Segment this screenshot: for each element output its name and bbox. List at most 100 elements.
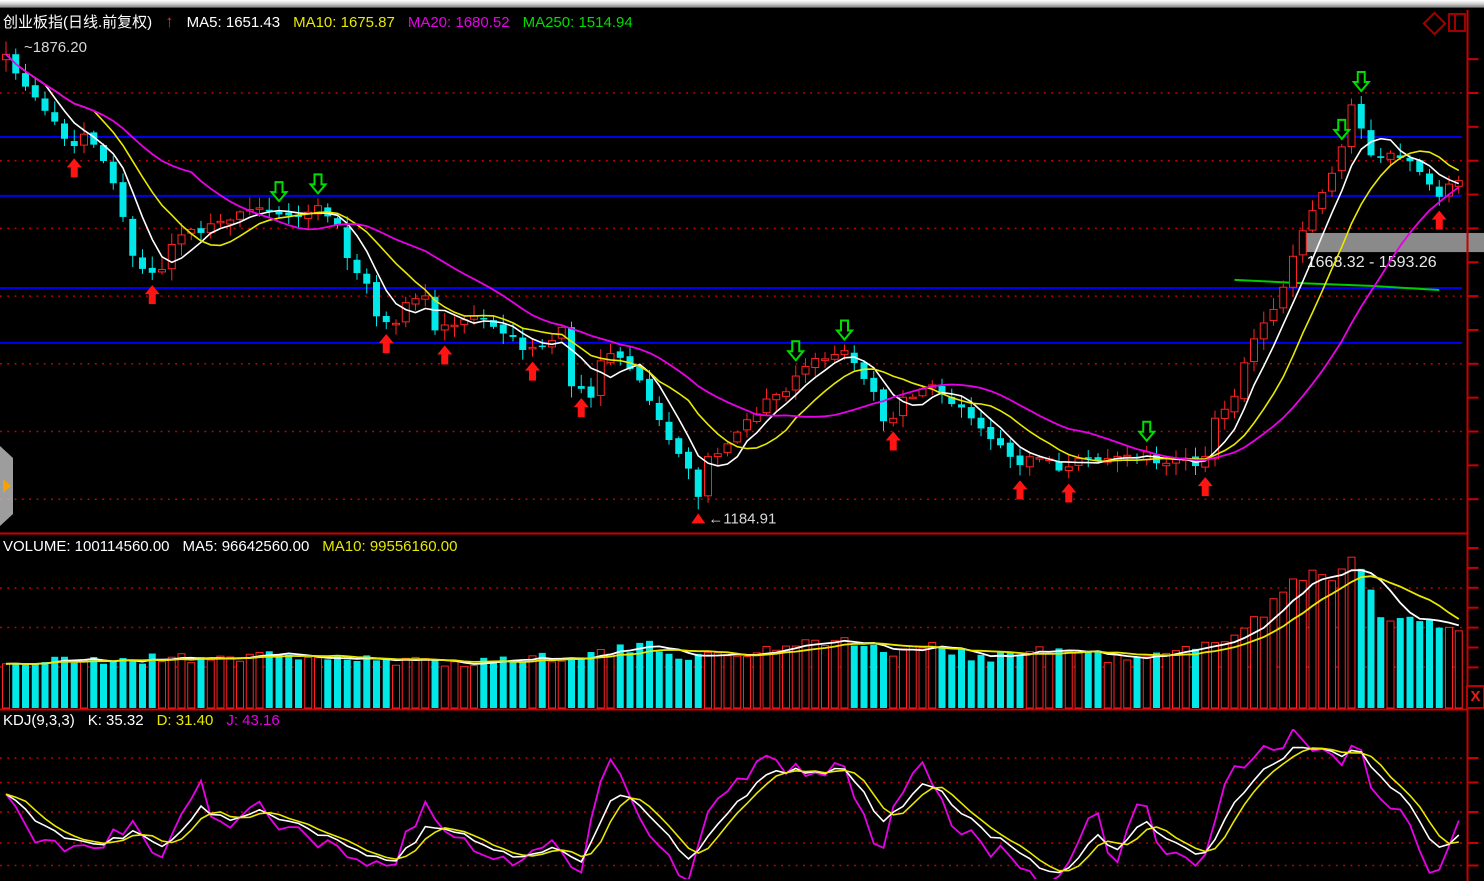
candle-body-up: [889, 417, 898, 424]
volume-bar-up: [440, 665, 449, 709]
candle-body-down: [1006, 442, 1014, 457]
volume-bar-down: [1435, 627, 1443, 708]
price-panel[interactable]: 1668.32 - 1593.26 ~1876.20 ←1184.91: [0, 39, 1484, 527]
candle-body-up: [1289, 255, 1297, 288]
volume-bar-down: [685, 659, 692, 708]
candle-body-up: [1240, 362, 1249, 400]
candle-body-up: [167, 243, 176, 270]
volume-bar-up: [889, 655, 898, 709]
sell-signal-arrow: [1137, 420, 1157, 443]
candle-body-up: [743, 419, 751, 431]
candle-body-up: [528, 346, 537, 350]
volume-bar-up: [1269, 598, 1278, 709]
candle-body-up: [216, 220, 225, 224]
candle-body-down: [1426, 173, 1433, 185]
candle-body-up: [704, 456, 712, 497]
candle-body-down: [1435, 186, 1443, 197]
sell-signal-arrow: [1351, 71, 1371, 93]
volume-bar-up: [1220, 641, 1229, 709]
volume-bar-down: [636, 642, 644, 708]
candle-body-up: [440, 324, 449, 331]
kdj-d-label: D: 31.40: [156, 712, 214, 729]
ma5-legend: MA5: 1651.43: [186, 14, 281, 31]
kdj-d-line: [5, 747, 1459, 872]
volume-bar-down: [1367, 589, 1375, 708]
volume-bar-up: [762, 645, 771, 709]
volume-bar-down: [382, 659, 390, 708]
sell-signal-arrow: [786, 340, 806, 362]
volume-bar-down: [1396, 618, 1404, 708]
candle-body-up: [226, 219, 235, 225]
volume-bar-up: [236, 660, 244, 709]
volume-bar-down: [1406, 616, 1414, 708]
volume-bar-up: [908, 645, 917, 709]
candle-body-down: [119, 182, 127, 217]
volume-bar-down: [655, 651, 663, 708]
volume-bar-down: [431, 660, 439, 708]
sidebar-expand-handle[interactable]: [0, 446, 13, 526]
candle-body-up: [1337, 146, 1346, 172]
candle-body-down: [958, 404, 965, 408]
volume-bar-down: [1426, 619, 1433, 708]
kdj-panel[interactable]: [0, 729, 1462, 881]
candle-body-down: [41, 98, 49, 111]
volume-bar-up: [1035, 646, 1044, 709]
buy-signal-arrow: [1061, 483, 1077, 503]
volume-bar-down: [90, 656, 98, 708]
volume-bar-down: [22, 665, 29, 708]
volume-bar-down: [12, 663, 20, 708]
candle-body-down: [538, 345, 546, 348]
candle-body-up: [713, 453, 722, 458]
volume-bar-down: [967, 660, 975, 708]
candle-body-down: [109, 161, 117, 184]
volume-bar-down: [997, 652, 1004, 708]
buy-signal-arrow: [1197, 477, 1213, 497]
volume-bar-down: [880, 651, 887, 708]
volume-bar-up: [314, 657, 322, 709]
volume-bar-down: [324, 659, 332, 708]
volume-bar-down: [363, 655, 371, 708]
close-indicator-button[interactable]: X: [1466, 685, 1484, 709]
volume-bar-down: [61, 656, 68, 708]
volume-bar-down: [616, 644, 624, 708]
volume-bar-down: [285, 654, 293, 708]
volume-bar-down: [109, 661, 117, 708]
candle-body-down: [265, 209, 273, 212]
split-window-icon[interactable]: [1448, 13, 1466, 32]
price-axis: [1466, 10, 1479, 881]
volume-bar-up: [743, 656, 751, 709]
volume-header: VOLUME: 100114560.00 MA5: 96642560.00 MA10…: [3, 538, 470, 555]
volume-bar-down: [139, 663, 146, 708]
candle-body-down: [363, 273, 371, 284]
volume-bar-down: [148, 653, 156, 708]
volume-panel[interactable]: [0, 556, 1463, 709]
candle-body-down: [1416, 160, 1424, 173]
candle-body-down: [636, 366, 644, 381]
candle-body-down: [382, 315, 390, 323]
volume-bar-down: [1153, 652, 1160, 708]
candlestick-series: [2, 41, 1463, 510]
candle-body-up: [1308, 210, 1317, 231]
volume-bar-down: [519, 661, 527, 708]
candle-body-up: [782, 391, 790, 397]
candle-body-down: [938, 386, 946, 395]
candle-body-up: [811, 357, 820, 368]
volume-bar-down: [977, 654, 985, 708]
volume-bar-up: [226, 656, 235, 709]
candle-body-up: [830, 353, 839, 360]
volume-bars: [2, 556, 1463, 709]
candle-body-down: [1016, 455, 1024, 466]
low-marker-icon: [691, 513, 706, 524]
kdj-j-line: [5, 729, 1460, 879]
volume-bar-down: [675, 658, 683, 708]
volume-bar-up: [548, 661, 556, 709]
trend-up-arrow-icon: ↑: [165, 12, 174, 31]
volume-bar-up: [899, 648, 907, 709]
candle-body-up: [1279, 286, 1288, 309]
kdj-k-line: [5, 746, 1460, 874]
volume-bar-up: [304, 657, 313, 709]
candle-body-up: [1347, 104, 1356, 147]
candle-body-down: [509, 335, 517, 337]
candle-body-down: [480, 318, 488, 320]
